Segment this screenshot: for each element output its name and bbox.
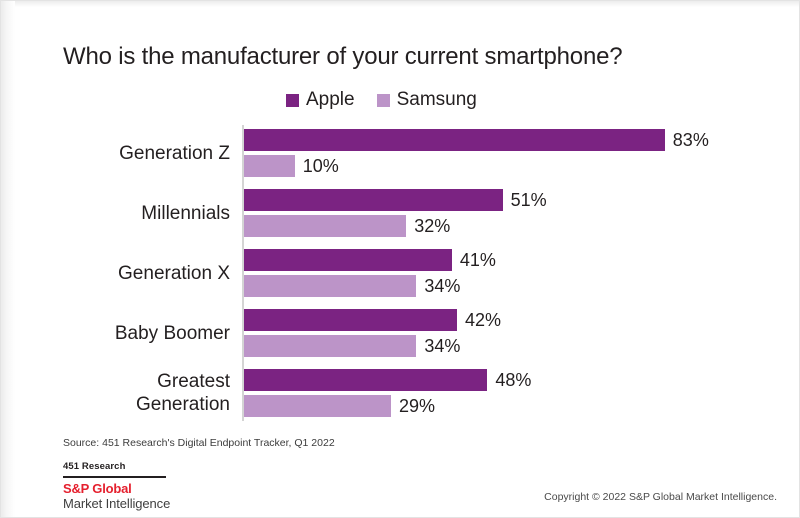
bar-value-label: 51%	[510, 189, 547, 210]
bar-value-label: 34%	[424, 275, 461, 296]
legend-item-apple: Apple	[286, 89, 355, 111]
source-note: Source: 451 Research's Digital Endpoint …	[63, 437, 335, 449]
brand-lockup: 451 Research S&P Global Market Intellige…	[63, 461, 170, 512]
bar-group-bars: 42% 34%	[244, 309, 501, 357]
bar-group: Generation X 41% 34%	[63, 249, 753, 297]
bar-row[interactable]: 83%	[244, 129, 709, 151]
category-label-line: Generation	[135, 394, 230, 415]
copyright-notice: Copyright © 2022 S&P Global Market Intel…	[544, 491, 777, 503]
bar-row[interactable]: 10%	[244, 155, 709, 177]
bar-row[interactable]: 48%	[244, 369, 531, 391]
legend-swatch-apple	[286, 93, 299, 107]
bar-row[interactable]: 34%	[244, 335, 501, 357]
category-label: Greatest Generation	[63, 370, 230, 416]
bar-row[interactable]: 51%	[244, 189, 547, 211]
chart-legend: Apple Samsung	[286, 89, 477, 111]
category-label-line: Greatest	[157, 371, 230, 392]
bar-row[interactable]: 29%	[244, 395, 531, 417]
bar-row[interactable]: 41%	[244, 249, 496, 271]
bar-row[interactable]: 42%	[244, 309, 501, 331]
bar-group-bars: 83% 10%	[244, 129, 709, 177]
bar-value-label: 29%	[399, 395, 436, 416]
page-title: Who is the manufacturer of your current …	[63, 43, 623, 70]
legend-item-samsung: Samsung	[376, 89, 477, 111]
bar-value-label: 83%	[672, 129, 709, 150]
bar-group: Greatest Generation 48% 29%	[63, 369, 753, 417]
bar-group: Baby Boomer 42% 34%	[63, 309, 753, 357]
bar-value-label: 42%	[464, 309, 501, 330]
bar-samsung[interactable]	[244, 335, 417, 357]
brand-divider-rule	[63, 476, 166, 478]
category-label-line: Millennials	[141, 202, 230, 224]
bar-value-label: 10%	[302, 155, 339, 176]
brand-market-intelligence: Market Intelligence	[63, 496, 171, 511]
chart-plot-area: Generation Z 83% 10% Millennials 51% 32% Gener…	[63, 125, 753, 425]
category-label: Generation X	[63, 262, 230, 285]
bar-value-label: 32%	[414, 215, 451, 236]
bar-group-bars: 41% 34%	[244, 249, 496, 297]
legend-label-samsung: Samsung	[396, 89, 477, 110]
bar-apple[interactable]	[244, 189, 503, 211]
slide-left-edge-shading	[1, 1, 15, 517]
bar-apple[interactable]	[244, 129, 665, 151]
category-axis-line	[242, 125, 244, 421]
bar-value-label: 41%	[459, 249, 496, 270]
bar-value-label: 34%	[424, 335, 461, 356]
legend-label-apple: Apple	[306, 89, 355, 110]
bar-group-bars: 51% 32%	[244, 189, 547, 237]
bar-group-bars: 48% 29%	[244, 369, 531, 417]
slide-top-edge-shading	[1, 1, 799, 7]
bar-samsung[interactable]	[244, 215, 407, 237]
bar-row[interactable]: 32%	[244, 215, 547, 237]
category-label: Generation Z	[63, 142, 230, 165]
bar-value-label: 48%	[495, 369, 532, 390]
brand-sp-global: S&P Global	[63, 481, 132, 496]
bar-samsung[interactable]	[244, 275, 417, 297]
bar-group: Millennials 51% 32%	[63, 189, 753, 237]
brand-451-research: 451 Research	[63, 461, 126, 472]
bar-group: Generation Z 83% 10%	[63, 129, 753, 177]
bar-samsung[interactable]	[244, 155, 295, 177]
category-label-line: Generation X	[118, 262, 230, 284]
bar-apple[interactable]	[244, 369, 488, 391]
bar-apple[interactable]	[244, 309, 457, 331]
bar-apple[interactable]	[244, 249, 452, 271]
category-label: Baby Boomer	[63, 322, 230, 345]
category-label: Millennials	[63, 202, 230, 225]
bar-row[interactable]: 34%	[244, 275, 496, 297]
bar-samsung[interactable]	[244, 395, 392, 417]
category-label-line: Baby Boomer	[114, 322, 230, 344]
category-label-line: Generation Z	[119, 142, 230, 164]
legend-swatch-samsung	[376, 93, 390, 107]
